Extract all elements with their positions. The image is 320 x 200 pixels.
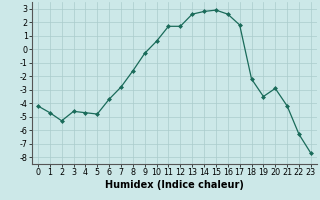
X-axis label: Humidex (Indice chaleur): Humidex (Indice chaleur) bbox=[105, 180, 244, 190]
